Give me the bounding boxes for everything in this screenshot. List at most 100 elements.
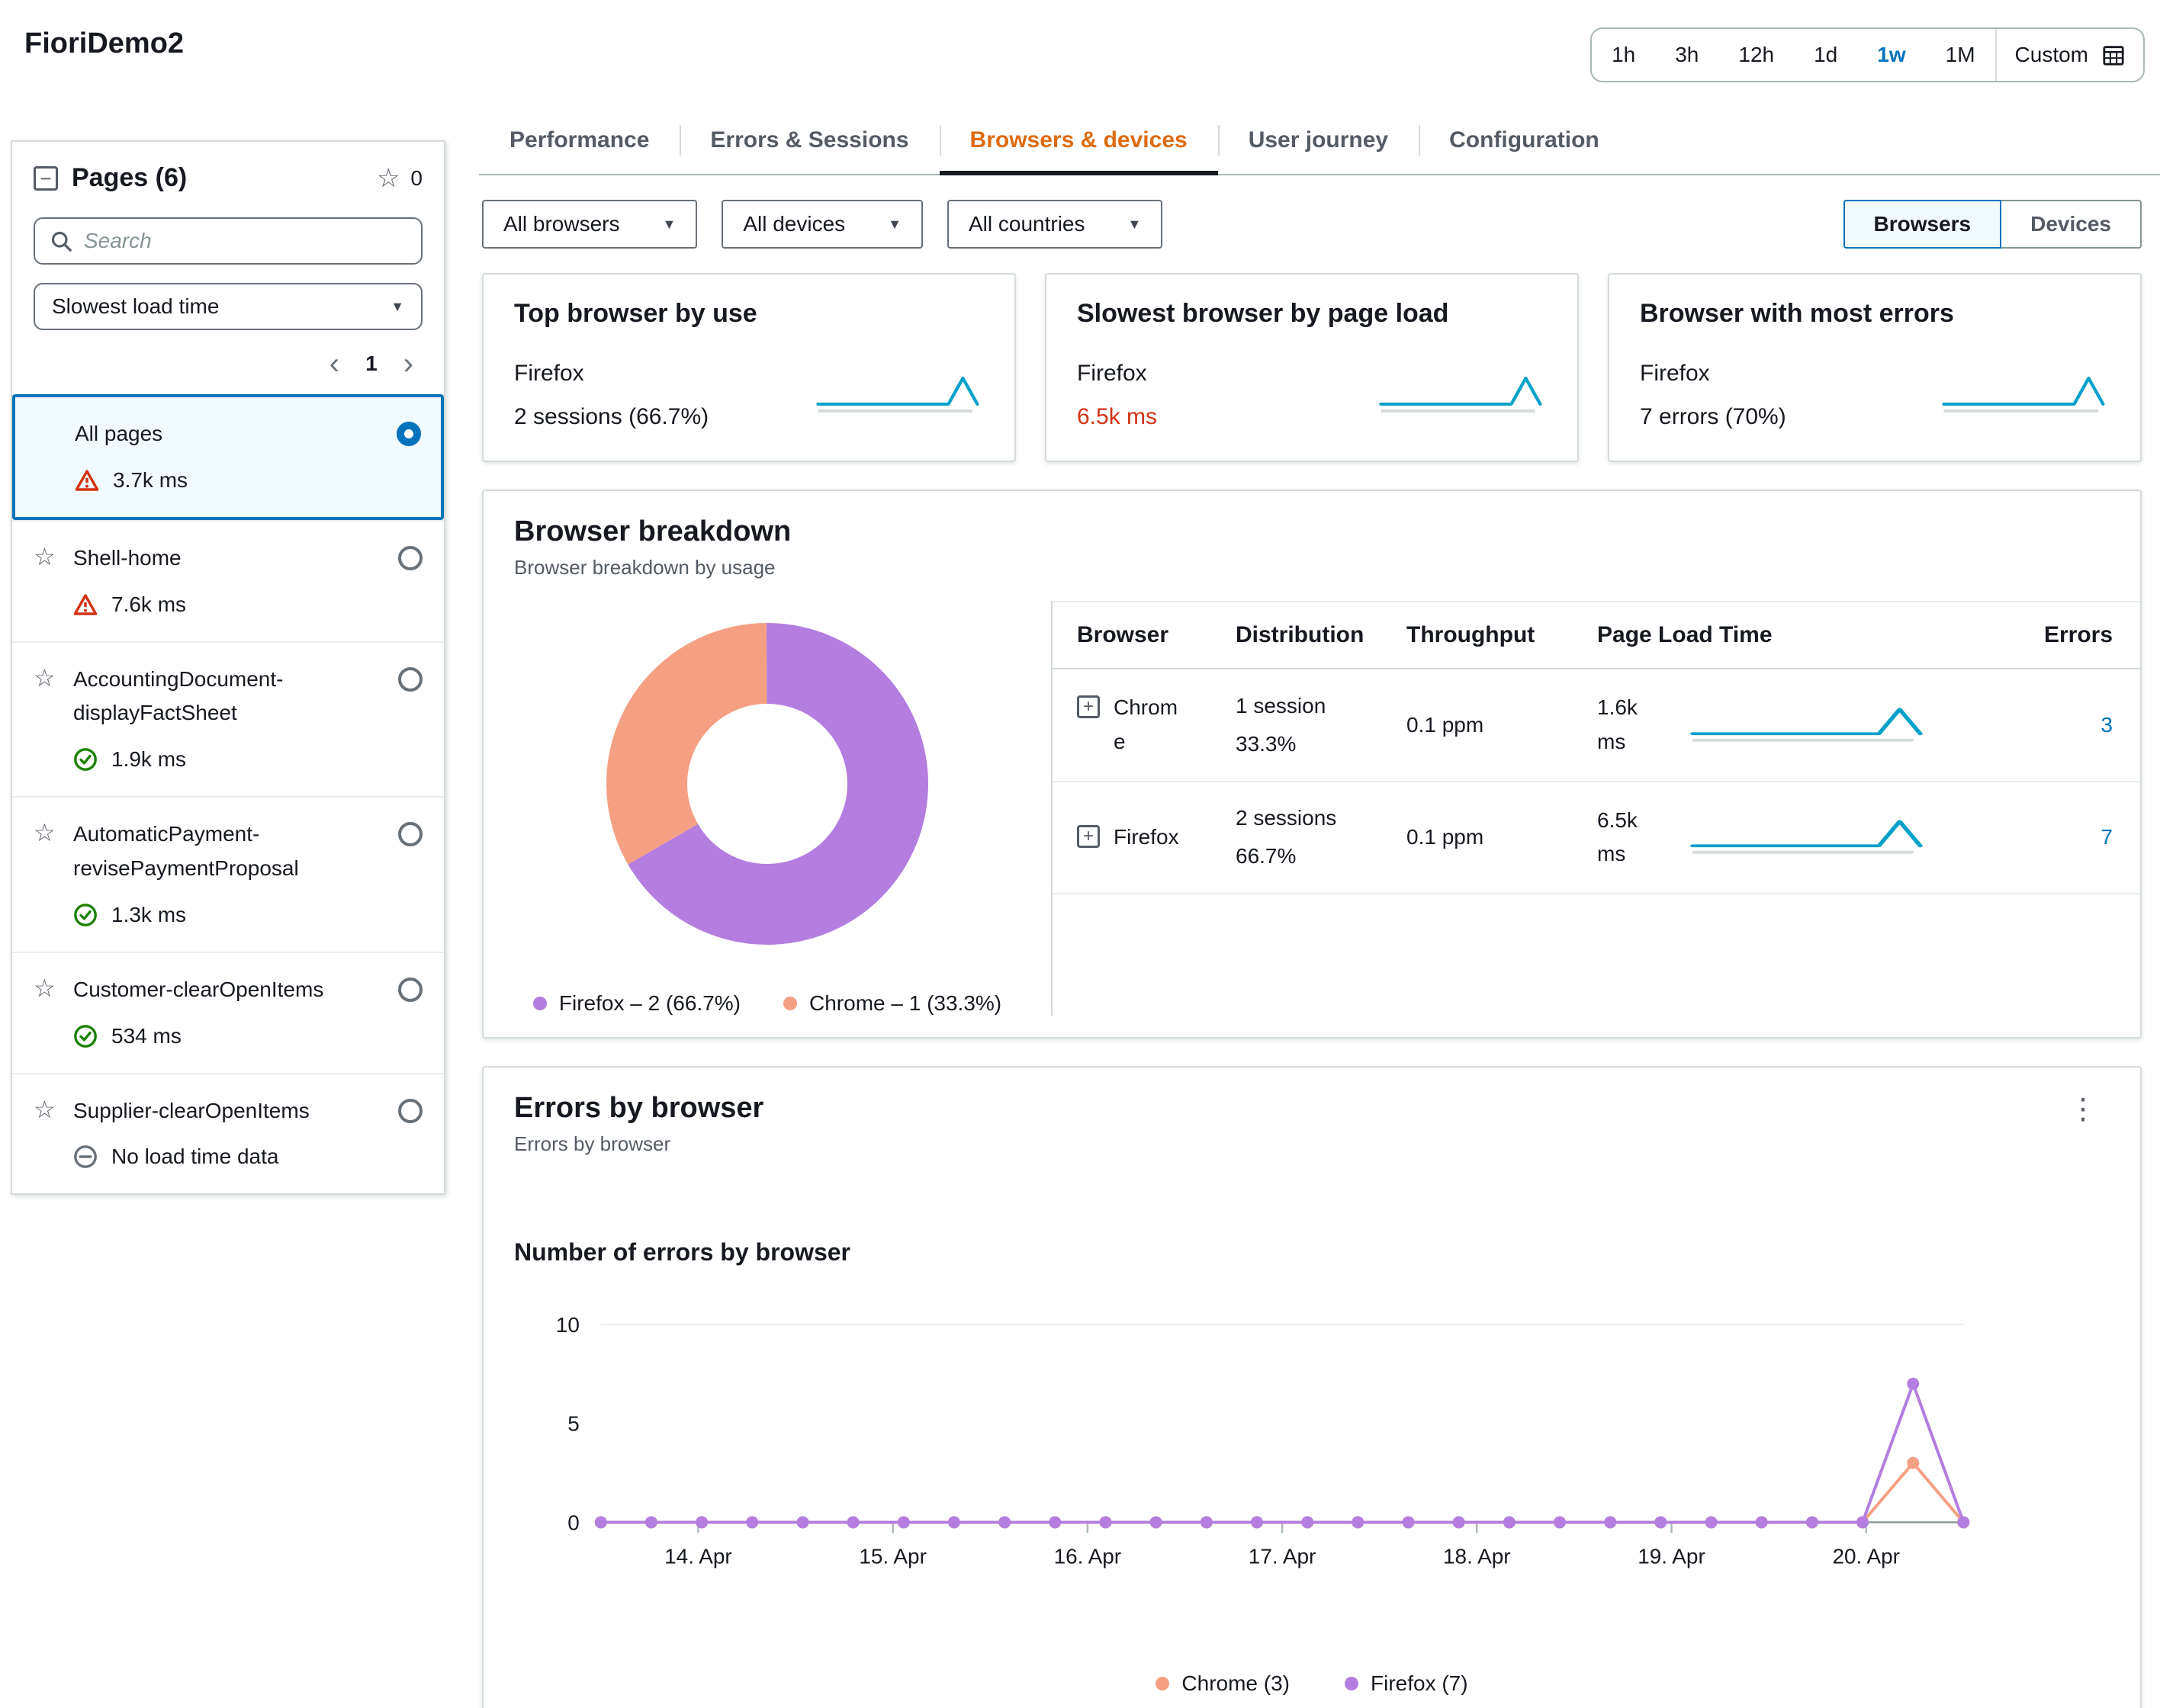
card-most-errors-browser: Browser with most errors Firefox 7 error… bbox=[1608, 273, 2142, 462]
page-item-supplier-clearopenitems[interactable]: ☆ Supplier-clearOpenItems No load time d… bbox=[12, 1072, 444, 1194]
star-icon[interactable]: ☆ bbox=[34, 542, 56, 570]
card-title: Top browser by use bbox=[514, 299, 757, 328]
tab-user-journey[interactable]: User journey bbox=[1217, 107, 1419, 174]
svg-text:18. Apr: 18. Apr bbox=[1443, 1544, 1511, 1568]
countries-filter-value: All countries bbox=[968, 212, 1085, 236]
throughput-cell: 0.1 ppm bbox=[1391, 669, 1582, 782]
percent-cell: 33.3% bbox=[1236, 731, 1297, 756]
sparkline-chart bbox=[1939, 369, 2110, 421]
errors-by-browser-panel: Errors by browser Errors by browser ⋮ Nu… bbox=[482, 1066, 2142, 1708]
tab-performance[interactable]: Performance bbox=[509, 127, 650, 152]
time-range-1w[interactable]: 1w bbox=[1857, 29, 1925, 81]
star-icon[interactable]: ☆ bbox=[34, 819, 56, 847]
page-item-accountingdocument[interactable]: ☆ AccountingDocument-displayFactSheet 1.… bbox=[12, 640, 444, 797]
time-range-custom-button[interactable]: Custom bbox=[1997, 29, 2143, 81]
legend-label: Firefox – 2 (66.7%) bbox=[558, 991, 741, 1015]
page-name: Shell-home bbox=[73, 545, 182, 570]
pages-count: (6) bbox=[155, 163, 188, 192]
pages-sidebar: − Pages (6) ☆ 0 Slowest load time ▼ ‹ 1 bbox=[11, 140, 445, 1196]
table-row-chrome: + Chrome 1 session 33.3% 0.1 ppm bbox=[1053, 669, 2140, 782]
pagination: ‹ 1 › bbox=[43, 348, 413, 379]
prev-page-icon[interactable]: ‹ bbox=[329, 347, 340, 380]
page-item-shell-home[interactable]: ☆ Shell-home 7.6k ms bbox=[12, 519, 444, 641]
success-icon bbox=[74, 1024, 97, 1048]
errors-count-link[interactable]: 7 bbox=[2101, 825, 2113, 849]
panel-title: Errors by browser bbox=[514, 1092, 764, 1124]
countries-filter-dropdown[interactable]: All countries ▼ bbox=[947, 200, 1163, 249]
warning-icon bbox=[73, 593, 98, 615]
page-name: Customer-clearOpenItems bbox=[73, 977, 324, 1001]
filter-row: All browsers ▼ All devices ▼ All countri… bbox=[482, 200, 2142, 249]
time-range-1M[interactable]: 1M bbox=[1926, 29, 1995, 81]
time-range-1h[interactable]: 1h bbox=[1592, 29, 1655, 81]
page-title: FioriDemo2 bbox=[24, 27, 185, 59]
page-status-text: 3.7k ms bbox=[113, 467, 188, 492]
card-value: 2 sessions (66.7%) bbox=[514, 404, 709, 429]
expand-row-icon[interactable]: + bbox=[1077, 824, 1100, 848]
card-top-browser: Top browser by use Firefox 2 sessions (6… bbox=[482, 273, 1016, 462]
toggle-browsers[interactable]: Browsers bbox=[1843, 200, 2002, 249]
browser-breakdown-donut-chart bbox=[599, 616, 935, 952]
custom-label: Custom bbox=[2014, 43, 2088, 66]
sort-dropdown-value: Slowest load time bbox=[52, 294, 220, 318]
kebab-menu-icon[interactable]: ⋮ bbox=[2068, 1093, 2097, 1125]
expand-row-icon[interactable]: + bbox=[1077, 695, 1100, 718]
page-name: AccountingDocument-displayFactSheet bbox=[73, 666, 284, 725]
radio-button[interactable] bbox=[398, 666, 423, 692]
time-range-12h[interactable]: 12h bbox=[1718, 29, 1794, 81]
time-range-1d[interactable]: 1d bbox=[1794, 29, 1857, 81]
chevron-down-icon: ▼ bbox=[391, 298, 404, 314]
next-page-icon[interactable]: › bbox=[403, 347, 413, 380]
star-icon[interactable]: ☆ bbox=[34, 663, 56, 692]
page-item-customer-clearopenitems[interactable]: ☆ Customer-clearOpenItems 534 ms bbox=[12, 951, 444, 1073]
page-load-cell: 1.6k ms bbox=[1597, 695, 1638, 753]
page-status: 3.7k ms bbox=[75, 468, 384, 493]
favorites-filter[interactable]: ☆ 0 bbox=[377, 165, 423, 191]
browser-name: Firefox bbox=[1077, 361, 1147, 386]
no-data-icon bbox=[74, 1145, 97, 1169]
tab-configuration[interactable]: Configuration bbox=[1419, 107, 1630, 174]
svg-text:16. Apr: 16. Apr bbox=[1054, 1544, 1122, 1568]
svg-text:10: 10 bbox=[556, 1313, 580, 1337]
sort-dropdown[interactable]: Slowest load time ▼ bbox=[34, 283, 423, 330]
page-load-cell: 6.5k ms bbox=[1597, 807, 1638, 866]
page-item-automaticpayment[interactable]: ☆ AutomaticPayment-revisePaymentProposal… bbox=[12, 796, 444, 952]
page-status-text: 1.9k ms bbox=[111, 747, 187, 772]
tab-browsers-devices[interactable]: Browsers & devices bbox=[939, 107, 1218, 175]
chart-title: Number of errors by browser bbox=[514, 1238, 850, 1266]
page-status-text: No load time data bbox=[111, 1145, 279, 1169]
radio-button[interactable] bbox=[398, 545, 423, 570]
browser-cell: Chrome bbox=[1114, 695, 1178, 753]
card-title: Browser with most errors bbox=[1640, 299, 1954, 328]
tab-errors-sessions[interactable]: Errors & Sessions bbox=[680, 107, 939, 174]
page-item-all-pages[interactable]: All pages 3.7k ms bbox=[12, 394, 444, 520]
sessions-cell: 1 session bbox=[1236, 693, 1326, 718]
legend-label: Chrome (3) bbox=[1181, 1671, 1290, 1696]
star-icon[interactable]: ☆ bbox=[34, 974, 56, 1002]
search-input[interactable] bbox=[84, 229, 406, 253]
success-icon bbox=[74, 748, 97, 772]
page-name: Supplier-clearOpenItems bbox=[73, 1098, 310, 1122]
toggle-devices[interactable]: Devices bbox=[2001, 200, 2142, 249]
collapse-pages-icon[interactable]: − bbox=[34, 165, 58, 191]
svg-text:14. Apr: 14. Apr bbox=[664, 1544, 732, 1568]
page-status: 534 ms bbox=[73, 1024, 386, 1048]
radio-button[interactable] bbox=[398, 822, 423, 847]
browser-breakdown-panel: Browser breakdown Browser breakdown by u… bbox=[482, 490, 2142, 1039]
time-range-3h[interactable]: 3h bbox=[1655, 29, 1718, 81]
radio-button[interactable] bbox=[398, 1098, 423, 1123]
search-box bbox=[34, 217, 423, 265]
legend-label: Chrome – 1 (33.3%) bbox=[809, 991, 1002, 1015]
devices-filter-dropdown[interactable]: All devices ▼ bbox=[722, 200, 923, 249]
browsers-filter-dropdown[interactable]: All browsers ▼ bbox=[482, 200, 698, 249]
radio-button[interactable] bbox=[397, 422, 421, 446]
page-list: All pages 3.7k ms ☆ Shell-home bbox=[12, 394, 444, 1193]
current-page[interactable]: 1 bbox=[365, 352, 378, 375]
sessions-cell: 2 sessions bbox=[1236, 806, 1337, 830]
radio-button[interactable] bbox=[398, 977, 423, 1002]
pages-title-text: Pages bbox=[72, 163, 149, 192]
star-icon[interactable]: ☆ bbox=[34, 1095, 56, 1123]
errors-count-link[interactable]: 3 bbox=[2101, 712, 2113, 737]
panel-title: Browser breakdown bbox=[514, 515, 792, 547]
search-icon bbox=[51, 231, 72, 252]
